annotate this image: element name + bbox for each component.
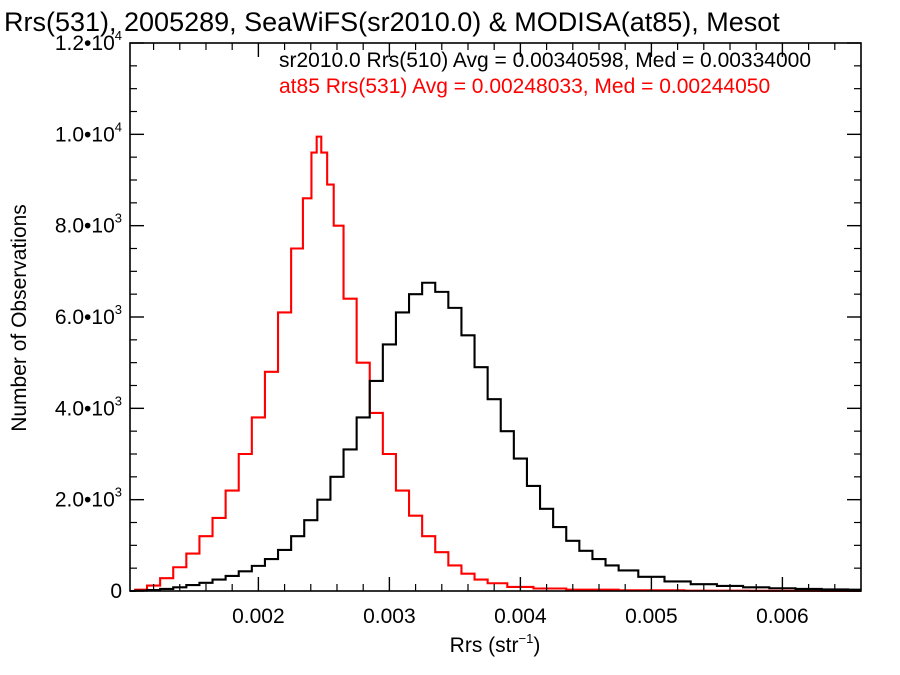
y-tick-exponent: 4 bbox=[115, 28, 122, 43]
chart-title: Rrs(531), 2005289, SeaWiFS(sr2010.0) & M… bbox=[4, 7, 780, 37]
x-tick-label: 0.004 bbox=[494, 605, 547, 628]
x-axis-label-superscript: −1 bbox=[519, 631, 534, 646]
y-tick-label: 1.0•104 bbox=[55, 119, 122, 146]
plot-frame bbox=[129, 42, 862, 592]
x-tick-label: 0.003 bbox=[363, 605, 416, 628]
y-tick-label: 0 bbox=[110, 580, 122, 603]
series-line-2 bbox=[130, 281, 861, 593]
y-tick-label: 8.0•103 bbox=[55, 211, 122, 238]
x-tick-label: 0.002 bbox=[232, 605, 285, 628]
y-tick-label: 1.2•104 bbox=[55, 28, 122, 55]
y-tick-label: 2.0•103 bbox=[55, 485, 122, 512]
y-tick-mantissa: 1.0•10 bbox=[55, 123, 115, 146]
legend-entry-1: sr2010.0 Rrs(510) Avg = 0.00340598, Med … bbox=[279, 49, 811, 72]
series-layer bbox=[130, 135, 861, 593]
legend-entry-2: at85 Rrs(531) Avg = 0.00248033, Med = 0.… bbox=[279, 75, 770, 98]
series-line-1 bbox=[130, 135, 861, 593]
y-tick-mantissa: 4.0•10 bbox=[55, 397, 115, 420]
y-axis-label: Number of Observations bbox=[8, 204, 31, 432]
y-tick-exponent: 3 bbox=[115, 393, 122, 408]
legend: sr2010.0 Rrs(510) Avg = 0.00340598, Med … bbox=[279, 49, 811, 98]
x-axis-label-main: Rrs (str bbox=[450, 634, 519, 657]
y-tick-mantissa: 1.2•10 bbox=[55, 32, 115, 55]
y-tick-mantissa: 8.0•10 bbox=[55, 215, 115, 238]
y-tick-mantissa: 6.0•10 bbox=[55, 306, 115, 329]
y-tick-mantissa: 2.0•10 bbox=[55, 489, 115, 512]
y-tick-label: 6.0•103 bbox=[55, 302, 122, 329]
y-tick-label: 4.0•103 bbox=[55, 393, 122, 420]
x-tick-label: 0.005 bbox=[625, 605, 678, 628]
tick-layer: 0.002 0.003 0.004 0.005 0.00602.0•1034.0•103… bbox=[55, 28, 861, 628]
x-axis-label-close: ) bbox=[533, 634, 540, 657]
y-tick-exponent: 3 bbox=[115, 302, 122, 317]
y-tick-exponent: 3 bbox=[115, 211, 122, 226]
x-tick-label: 0.006 bbox=[756, 605, 809, 628]
y-tick-exponent: 4 bbox=[115, 119, 122, 134]
x-axis-label: Rrs (str−1) bbox=[450, 631, 541, 657]
y-tick-exponent: 3 bbox=[115, 485, 122, 500]
